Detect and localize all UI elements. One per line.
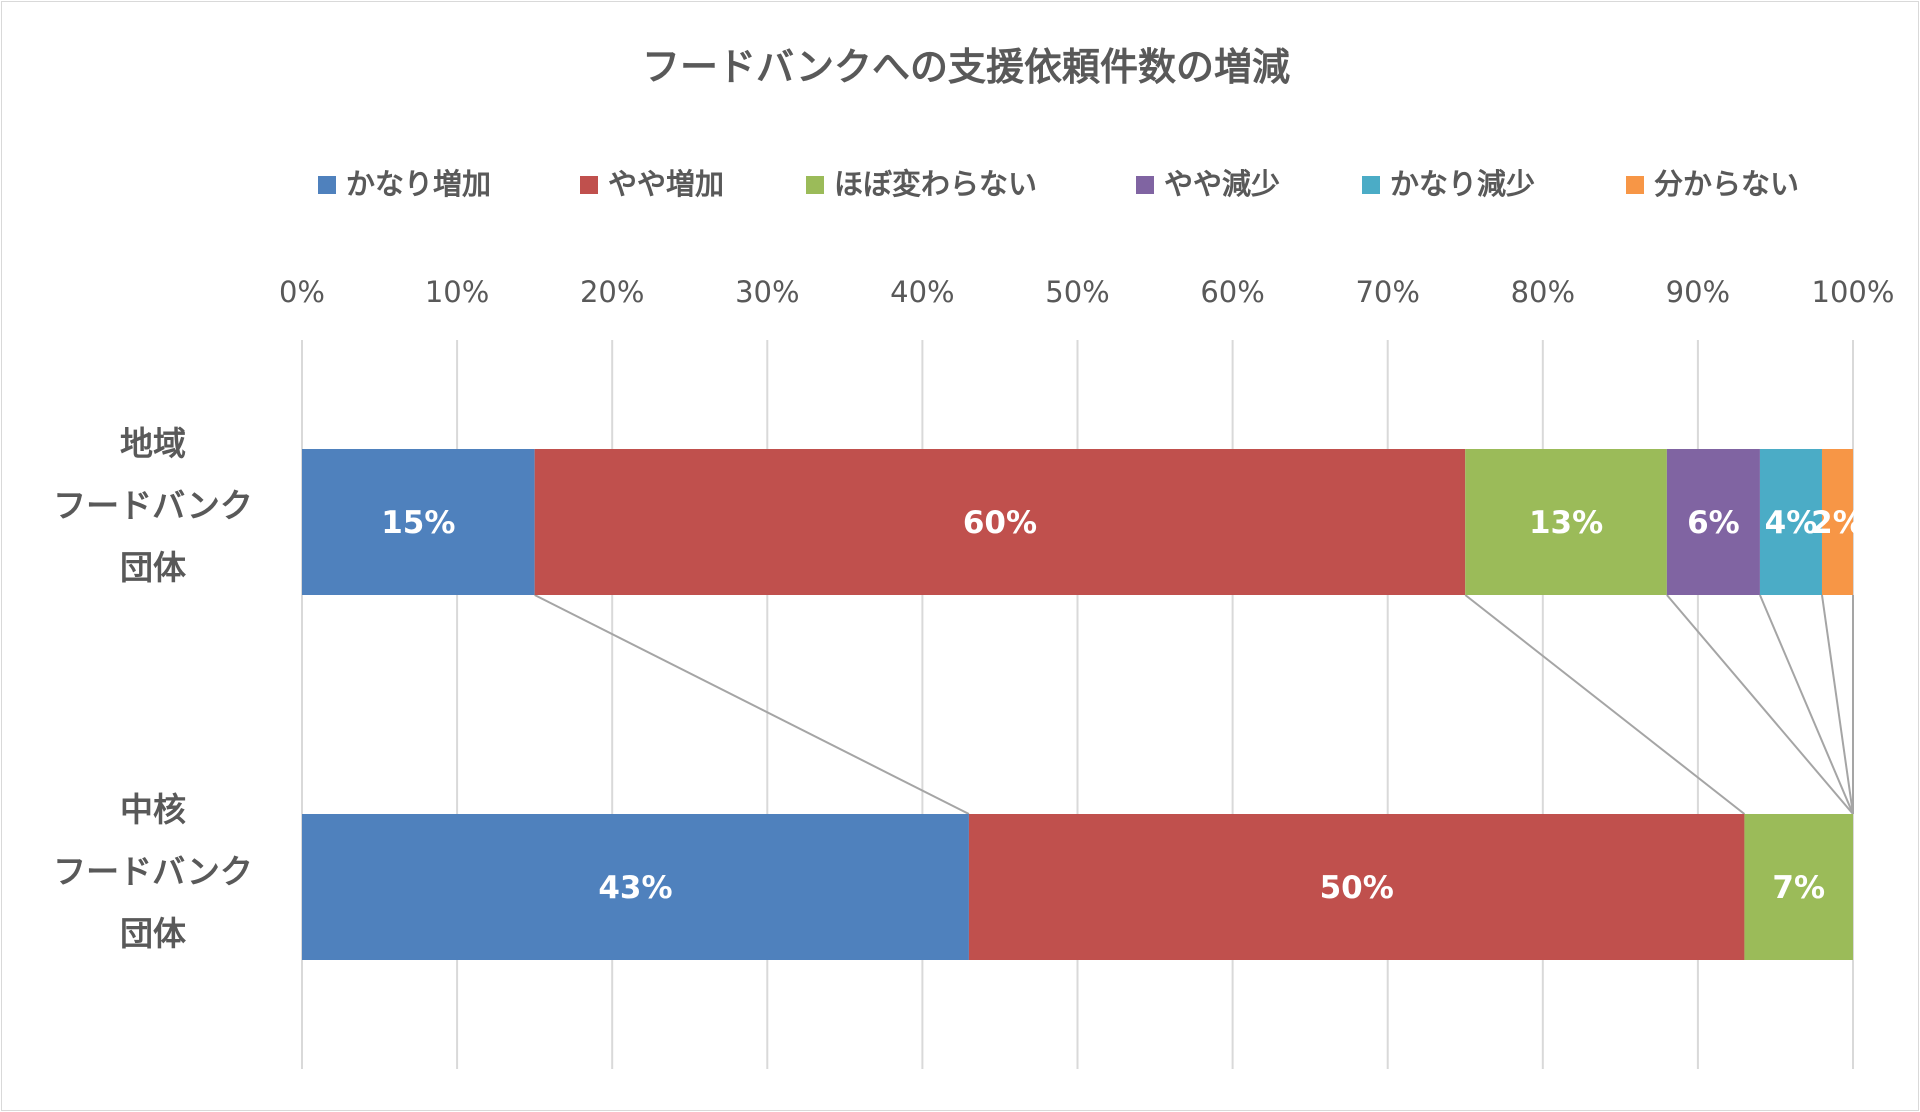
x-tick-label-9: 90% [1666,275,1730,309]
chart-title: フードバンクへの支援依頼件数の増減 [642,45,1290,89]
legend-label-2: やや増加 [608,167,724,201]
legend-label-4: やや減少 [1164,167,1280,201]
legend-swatch-6 [1626,176,1644,194]
legend-swatch-2 [580,176,598,194]
bar-segment-1-4 [1666,449,1760,595]
bar-segment-1-3 [1465,449,1667,595]
legend-label-5: かなり減少 [1390,167,1535,201]
bar-segment-1-6 [1821,449,1853,595]
legend-label-3: ほぼ変わらない [834,167,1037,201]
bar-segment-2-1 [302,814,969,960]
series-line-4 [1759,594,1854,815]
data-label-2-2: 50% [1320,870,1394,906]
data-label-1-5: 4% [1765,505,1818,541]
x-tick-label-8: 80% [1511,275,1575,309]
data-label-1-1: 15% [381,505,455,541]
series-line-1 [534,594,970,815]
legend-label-1: かなり増加 [346,167,491,201]
x-tick-label-5: 50% [1045,275,1109,309]
x-tick-label-3: 30% [735,275,799,309]
x-tick-label-2: 20% [580,275,644,309]
category-label-1-1: 地域 [120,424,186,463]
x-tick-label-0: 0% [279,275,325,309]
bar-segment-1-2 [534,449,1466,595]
category-label-1-2: フードバンク [53,486,253,525]
bar-segment-2-3 [1744,814,1853,960]
data-label-1-2: 60% [963,505,1037,541]
legend-swatch-4 [1136,176,1154,194]
data-label-1-4: 6% [1687,505,1740,541]
x-tick-label-1: 10% [425,275,489,309]
x-tick-label-6: 60% [1200,275,1264,309]
category-label-2-2: フードバンク [53,852,253,891]
series-line-2 [1464,594,1746,815]
bar-segment-2-2 [968,814,1745,960]
bar-segment-1-5 [1759,449,1822,595]
x-tick-label-10: 100% [1812,275,1895,309]
x-tick-label-4: 40% [890,275,954,309]
data-label-1-3: 13% [1529,505,1603,541]
bar-segment-1-1 [302,449,535,595]
x-tick-label-7: 70% [1355,275,1419,309]
legend-swatch-3 [806,176,824,194]
legend-swatch-5 [1362,176,1380,194]
category-label-1-3: 団体 [120,548,186,587]
series-line-5 [1820,594,1854,815]
data-label-1-6: 2% [1811,505,1864,541]
data-label-2-3: 7% [1772,870,1825,906]
category-label-2-1: 中核 [120,790,186,829]
category-label-2-3: 団体 [120,914,186,953]
data-label-2-1: 43% [598,870,672,906]
legend-swatch-1 [318,176,336,194]
legend-label-6: 分からない [1654,167,1799,201]
series-line-3 [1666,594,1854,815]
